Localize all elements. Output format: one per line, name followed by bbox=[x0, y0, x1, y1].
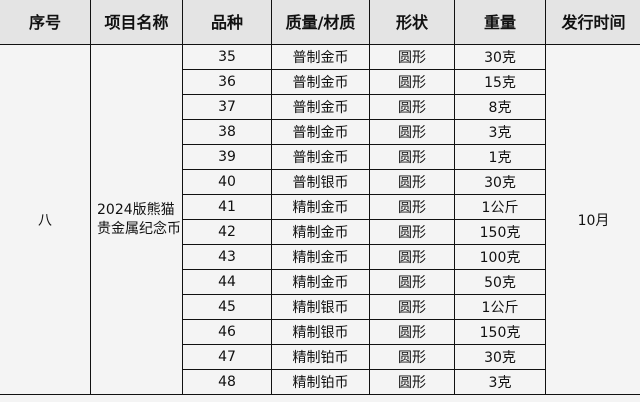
variety-cell: 38 bbox=[182, 119, 272, 145]
weight-cell: 3克 bbox=[454, 119, 546, 145]
shape-cell: 圆形 bbox=[369, 94, 455, 120]
variety-cell: 45 bbox=[182, 294, 272, 320]
column-header: 品种 bbox=[182, 0, 272, 45]
weight-cell: 30克 bbox=[454, 44, 546, 70]
table-row: 38 普制金币 圆形 3克 bbox=[0, 119, 640, 145]
table-row: 48 精制铂币 圆形 3克 bbox=[0, 369, 640, 395]
material-cell: 普制金币 bbox=[271, 144, 370, 170]
release-date-cell: 10月 bbox=[545, 44, 640, 395]
material-cell: 精制金币 bbox=[271, 194, 370, 220]
material-cell: 精制铂币 bbox=[271, 344, 370, 370]
shape-cell: 圆形 bbox=[369, 369, 455, 395]
table-row: 41 精制金币 圆形 1公斤 bbox=[0, 194, 640, 220]
weight-cell: 1公斤 bbox=[454, 194, 546, 220]
weight-cell: 30克 bbox=[454, 344, 546, 370]
variety-cell: 37 bbox=[182, 94, 272, 120]
variety-cell: 42 bbox=[182, 219, 272, 245]
table-row: 42 精制金币 圆形 150克 bbox=[0, 219, 640, 245]
variety-cell: 46 bbox=[182, 319, 272, 345]
shape-cell: 圆形 bbox=[369, 44, 455, 70]
material-cell: 精制铂币 bbox=[271, 369, 370, 395]
shape-cell: 圆形 bbox=[369, 294, 455, 320]
shape-cell: 圆形 bbox=[369, 69, 455, 95]
table-row: 43 精制金币 圆形 100克 bbox=[0, 244, 640, 270]
column-header: 质量/材质 bbox=[271, 0, 370, 45]
table-row: 36 普制金币 圆形 15克 bbox=[0, 69, 640, 95]
material-cell: 精制金币 bbox=[271, 219, 370, 245]
weight-cell: 1克 bbox=[454, 144, 546, 170]
material-cell: 精制银币 bbox=[271, 319, 370, 345]
material-cell: 普制金币 bbox=[271, 94, 370, 120]
shape-cell: 圆形 bbox=[369, 244, 455, 270]
project-name-cell: 2024版熊猫贵金属纪念币 bbox=[90, 44, 183, 395]
shape-cell: 圆形 bbox=[369, 144, 455, 170]
table-row: 37 普制金币 圆形 8克 bbox=[0, 94, 640, 120]
weight-cell: 150克 bbox=[454, 319, 546, 345]
shape-cell: 圆形 bbox=[369, 169, 455, 195]
table-row: 44 精制金币 圆形 50克 bbox=[0, 269, 640, 295]
variety-cell: 41 bbox=[182, 194, 272, 220]
variety-cell: 43 bbox=[182, 244, 272, 270]
weight-cell: 30克 bbox=[454, 169, 546, 195]
shape-cell: 圆形 bbox=[369, 119, 455, 145]
weight-cell: 8克 bbox=[454, 94, 546, 120]
shape-cell: 圆形 bbox=[369, 219, 455, 245]
column-header: 发行时间 bbox=[545, 0, 640, 45]
table-row: 47 精制铂币 圆形 30克 bbox=[0, 344, 640, 370]
weight-cell: 150克 bbox=[454, 219, 546, 245]
shape-cell: 圆形 bbox=[369, 319, 455, 345]
column-header: 项目名称 bbox=[90, 0, 183, 45]
material-cell: 精制金币 bbox=[271, 269, 370, 295]
weight-cell: 15克 bbox=[454, 69, 546, 95]
column-header: 形状 bbox=[369, 0, 455, 45]
material-cell: 精制金币 bbox=[271, 244, 370, 270]
weight-cell: 1公斤 bbox=[454, 294, 546, 320]
variety-cell: 35 bbox=[182, 44, 272, 70]
column-header: 重量 bbox=[454, 0, 546, 45]
table-row: 39 普制金币 圆形 1克 bbox=[0, 144, 640, 170]
material-cell: 普制金币 bbox=[271, 119, 370, 145]
variety-cell: 47 bbox=[182, 344, 272, 370]
table-row: 八 2024版熊猫贵金属纪念币 35 普制金币 圆形 30克 10月 bbox=[0, 44, 640, 395]
variety-cell: 40 bbox=[182, 169, 272, 195]
material-cell: 普制金币 bbox=[271, 69, 370, 95]
table-row: 45 精制银币 圆形 1公斤 bbox=[0, 294, 640, 320]
weight-cell: 100克 bbox=[454, 244, 546, 270]
shape-cell: 圆形 bbox=[369, 269, 455, 295]
material-cell: 精制银币 bbox=[271, 294, 370, 320]
variety-cell: 44 bbox=[182, 269, 272, 295]
weight-cell: 50克 bbox=[454, 269, 546, 295]
shape-cell: 圆形 bbox=[369, 344, 455, 370]
shape-cell: 圆形 bbox=[369, 194, 455, 220]
variety-cell: 48 bbox=[182, 369, 272, 395]
variety-cell: 39 bbox=[182, 144, 272, 170]
variety-cell: 36 bbox=[182, 69, 272, 95]
material-cell: 普制金币 bbox=[271, 44, 370, 70]
weight-cell: 3克 bbox=[454, 369, 546, 395]
material-cell: 普制银币 bbox=[271, 169, 370, 195]
column-header: 序号 bbox=[0, 0, 91, 45]
header-row: 序号 项目名称 品种 质量/材质 形状 重量 发行时间 bbox=[0, 0, 640, 45]
serial-cell: 八 bbox=[0, 44, 91, 395]
